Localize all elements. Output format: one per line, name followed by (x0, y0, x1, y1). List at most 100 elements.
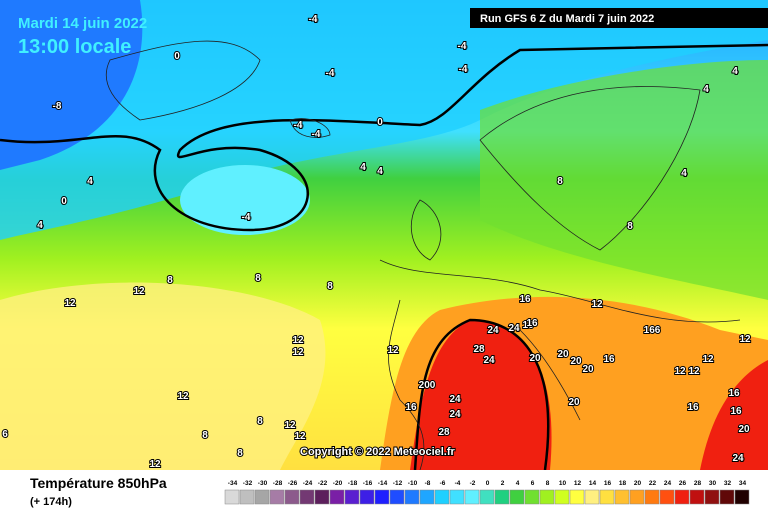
map-label: 24 (483, 355, 495, 366)
run-info: Run GFS 6 Z du Mardi 7 juin 2022 (480, 13, 654, 25)
map-label: 0 (174, 51, 180, 62)
map-label: 4 (360, 162, 366, 173)
scale-label: -20 (333, 480, 343, 487)
map-label: 8 (257, 416, 263, 427)
scale-swatch (719, 489, 735, 505)
scale-label: -34 (228, 480, 238, 487)
isotherm-zero (0, 43, 768, 232)
copyright: Copyright © 2022 Meteociel.fr (300, 446, 456, 458)
scale-swatch (674, 489, 690, 505)
map-label: 12 (688, 366, 700, 377)
scale-label: -12 (393, 480, 403, 487)
map-label: -8 (53, 101, 62, 112)
map-label: 4 (377, 166, 383, 177)
scale-label: 10 (559, 480, 567, 487)
map-label: 12 (292, 335, 304, 346)
greenland-cold (0, 0, 143, 170)
scale-swatch (494, 489, 510, 505)
time: 13:00 locale (18, 36, 131, 58)
scale-swatch (734, 489, 750, 505)
scale-label: -16 (363, 480, 373, 487)
map-label: 24 (508, 323, 520, 334)
map-label: 12 (64, 298, 76, 309)
coastlines (105, 40, 741, 471)
scale-swatch (434, 489, 450, 505)
map-label: -4 (458, 41, 467, 52)
scale-label: -14 (378, 480, 388, 487)
scale-label: 20 (634, 480, 642, 487)
map-label: 4 (681, 168, 687, 179)
legend-subtitle: (+ 174h) (30, 496, 72, 508)
map-label: 8 (255, 273, 261, 284)
scale-swatch (224, 489, 240, 505)
scale-swatch (269, 489, 285, 505)
scale-swatch (344, 489, 360, 505)
scale-swatch (359, 489, 375, 505)
map-label: 16 (405, 402, 417, 413)
hot-area (410, 320, 552, 470)
map-label: 12 (177, 391, 189, 402)
scale-label: 2 (501, 480, 505, 487)
map-label: 20 (582, 364, 594, 375)
map-label: 6 (2, 429, 8, 440)
map-label: -4 (459, 64, 468, 75)
map-label: -4 (242, 212, 251, 223)
map-label: -4 (312, 129, 321, 140)
scale-swatch (254, 489, 270, 505)
map-label: 28 (438, 427, 450, 438)
map-label: 16 (522, 320, 534, 331)
map-label: 12 (387, 345, 399, 356)
map-label: 20 (570, 356, 582, 367)
scale-swatch (659, 489, 675, 505)
map-label: 16 (519, 294, 531, 305)
scale-label: -32 (243, 480, 253, 487)
scale-swatch (569, 489, 585, 505)
map-label: 12 (674, 366, 686, 377)
scale-label: 30 (709, 480, 717, 487)
low-pressure (180, 165, 310, 235)
map-label: 0 (377, 117, 383, 128)
scale-swatch (599, 489, 615, 505)
scale-label: 32 (724, 480, 732, 487)
scale-swatch (329, 489, 345, 505)
scale-swatch (584, 489, 600, 505)
legend-title: Température 850hPa (30, 475, 167, 491)
map-label: 200 (419, 380, 436, 391)
scale-label: 4 (516, 480, 520, 487)
map-label: 12 (294, 431, 306, 442)
map-label: 12 (292, 347, 304, 358)
map-label: 20 (529, 353, 541, 364)
map-label: 12 (133, 286, 145, 297)
scale-swatch (404, 489, 420, 505)
map-label: 28 (473, 344, 485, 355)
map-label: 12 (739, 334, 751, 345)
scale-swatch (689, 489, 705, 505)
map-label: 8 (167, 275, 173, 286)
scale-label: -30 (258, 480, 268, 487)
scale-swatch (464, 489, 480, 505)
map-label: 4 (703, 84, 709, 95)
scale-label: 28 (694, 480, 702, 487)
map-label: 166 (644, 325, 661, 336)
map-label: 16 (730, 406, 742, 417)
scale-swatch (629, 489, 645, 505)
scale-swatch (284, 489, 300, 505)
scale-swatch (419, 489, 435, 505)
map-label: 16 (728, 388, 740, 399)
scale-swatch (644, 489, 660, 505)
map-label: 24 (449, 394, 461, 405)
scale-swatch (524, 489, 540, 505)
scale-swatch (509, 489, 525, 505)
map-label: 12 (149, 459, 161, 470)
scandinavia (480, 60, 768, 300)
scale-label: -4 (455, 480, 461, 487)
scale-label: 24 (664, 480, 672, 487)
scale-swatch (314, 489, 330, 505)
scale-label: -24 (303, 480, 313, 487)
scale-swatch (539, 489, 555, 505)
scale-label: 26 (679, 480, 687, 487)
scale-label: -18 (348, 480, 358, 487)
map-label: 16 (603, 354, 615, 365)
scale-label: -2 (470, 480, 476, 487)
